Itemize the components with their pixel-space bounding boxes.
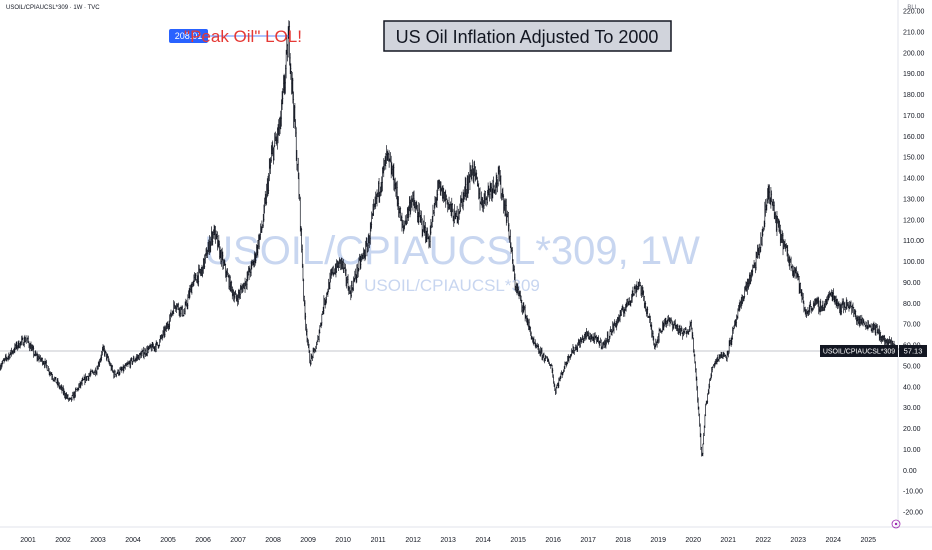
x-tick-label: 2010	[335, 537, 351, 544]
x-tick-label: 2018	[615, 537, 631, 544]
y-tick-label: 180.00	[903, 92, 925, 99]
y-tick-label: 20.00	[903, 426, 921, 433]
y-tick-label: 0.00	[903, 468, 917, 475]
y-tick-label: 120.00	[903, 217, 925, 224]
y-tick-label: -10.00	[903, 489, 923, 496]
x-tick-label: 2019	[650, 537, 666, 544]
x-tick-label: 2005	[160, 537, 176, 544]
y-tick-label: 150.00	[903, 155, 925, 162]
x-tick-label: 2017	[580, 537, 596, 544]
y-tick-label: 70.00	[903, 322, 921, 329]
x-tick-label: 2021	[720, 537, 736, 544]
peak-oil-annotation: "Peak Oil" LOL!	[184, 27, 302, 46]
x-tick-label: 2006	[195, 537, 211, 544]
y-tick-label: 30.00	[903, 405, 921, 412]
peak-value-badge: 208.01	[169, 29, 208, 44]
chart-title: US Oil Inflation Adjusted To 2000	[396, 27, 659, 47]
x-tick-label: 2003	[90, 537, 106, 544]
symbol-header: USOIL/CPIAUCSL*309 · 1W · TVC	[6, 5, 100, 11]
y-tick-label: 40.00	[903, 384, 921, 391]
y-tick-label: 100.00	[903, 259, 925, 266]
watermark-sub: USOIL/CPIAUCSL*309	[364, 276, 540, 295]
y-tick-label: 220.00	[903, 9, 925, 16]
current-price-tag: USOIL/CPIAUCSL*309 57.13	[820, 344, 927, 357]
settings-icon[interactable]	[891, 519, 901, 529]
y-tick-label: 50.00	[903, 363, 921, 370]
watermark-main: USOIL/CPIAUCSL*309, 1W	[204, 229, 700, 273]
x-tick-label: 2023	[790, 537, 806, 544]
x-tick-label: 2020	[685, 537, 701, 544]
y-tick-label: 170.00	[903, 113, 925, 120]
x-tick-label: 2001	[20, 537, 36, 544]
title-box-bg	[383, 20, 672, 52]
x-tick-label: 2002	[55, 537, 71, 544]
y-tick-label: 140.00	[903, 176, 925, 183]
x-tick-label: 2012	[405, 537, 421, 544]
x-tick-label: 2025	[860, 537, 876, 544]
y-tick-label: 200.00	[903, 50, 925, 57]
y-tick-label: 10.00	[903, 447, 921, 454]
y-tick-label: 110.00	[903, 238, 924, 245]
x-tick-label: 2009	[300, 537, 316, 544]
y-tick-label: 90.00	[903, 280, 921, 287]
x-tick-label: 2014	[475, 537, 491, 544]
price-tag-symbol-bg	[820, 344, 898, 357]
title-box: US Oil Inflation Adjusted To 2000	[383, 20, 672, 52]
x-tick-label: 2004	[125, 537, 141, 544]
x-tick-label: 2024	[825, 537, 841, 544]
y-tick-label: 210.00	[903, 29, 925, 36]
price-tag-symbol: USOIL/CPIAUCSL*309	[823, 348, 895, 355]
currency-label: BLL	[907, 5, 918, 11]
y-tick-label: 160.00	[903, 134, 925, 141]
price-tag-value-bg	[899, 344, 927, 357]
x-tick-label: 2013	[440, 537, 456, 544]
price-tag-value: 57.13	[904, 346, 923, 355]
x-tick-label: 2011	[371, 537, 386, 544]
peak-badge-value: 208.01	[175, 31, 203, 41]
y-tick-label: 130.00	[903, 196, 925, 203]
x-tick-label: 2022	[755, 537, 771, 544]
x-tick-label: 2016	[545, 537, 561, 544]
y-tick-label: -20.00	[903, 510, 923, 517]
x-tick-label: 2008	[265, 537, 281, 544]
x-tick-label: 2015	[510, 537, 526, 544]
peak-badge-bg	[169, 29, 208, 44]
x-tick-label: 2007	[230, 537, 246, 544]
y-tick-label: 190.00	[903, 71, 925, 78]
y-tick-label: 80.00	[903, 301, 921, 308]
